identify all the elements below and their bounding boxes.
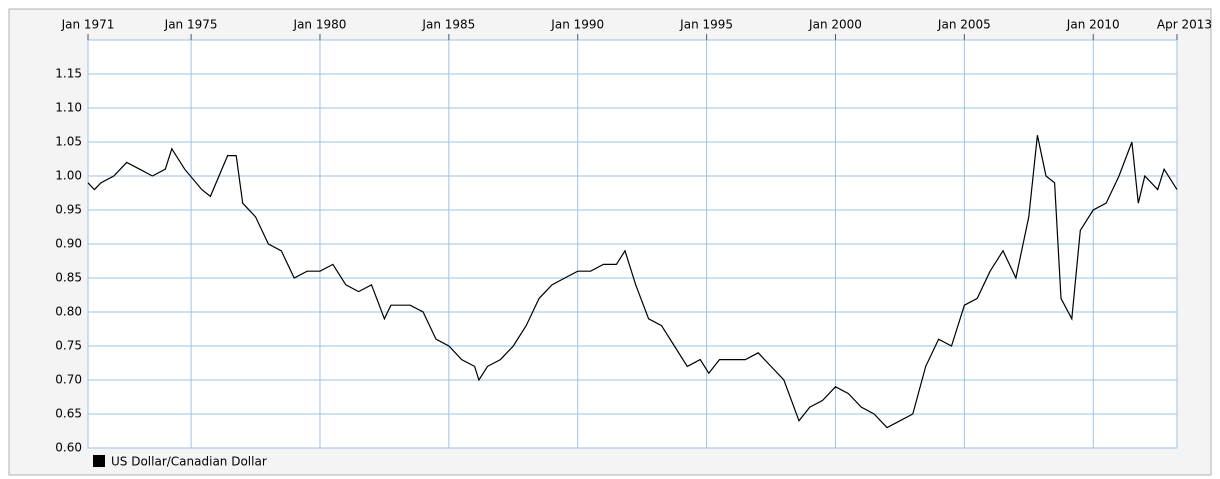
legend-label: US Dollar/Canadian Dollar <box>111 455 267 469</box>
x-tick-label: Jan 1975 <box>164 18 218 32</box>
y-tick-label: 0.75 <box>55 339 82 353</box>
x-tick-label: Jan 2005 <box>937 18 991 32</box>
x-tick-label: Jan 1990 <box>550 18 604 32</box>
legend-swatch <box>93 455 105 467</box>
y-tick-label: 1.15 <box>55 67 82 81</box>
y-tick-label: 1.00 <box>55 169 82 183</box>
y-tick-label: 0.85 <box>55 271 82 285</box>
x-tick-label: Jan 1985 <box>421 18 475 32</box>
y-tick-label: 0.70 <box>55 373 82 387</box>
x-tick-label: Jan 1995 <box>679 18 733 32</box>
y-tick-label: 0.60 <box>55 441 82 455</box>
x-tick-label: Jan 1980 <box>293 18 347 32</box>
x-tick-label: Jan 1971 <box>61 18 115 32</box>
y-tick-label: 0.95 <box>55 203 82 217</box>
y-tick-label: 1.10 <box>55 101 82 115</box>
y-tick-label: 1.05 <box>55 135 82 149</box>
data-line <box>87 135 1178 429</box>
x-tick-label: Jan 2000 <box>808 18 862 32</box>
x-tick-label: Jan 2010 <box>1066 18 1120 32</box>
y-tick-label: 0.80 <box>55 305 82 319</box>
x-tick-label: Apr 2013 <box>1157 18 1212 32</box>
y-tick-label: 0.90 <box>55 237 82 251</box>
y-tick-label: 0.65 <box>55 407 82 421</box>
